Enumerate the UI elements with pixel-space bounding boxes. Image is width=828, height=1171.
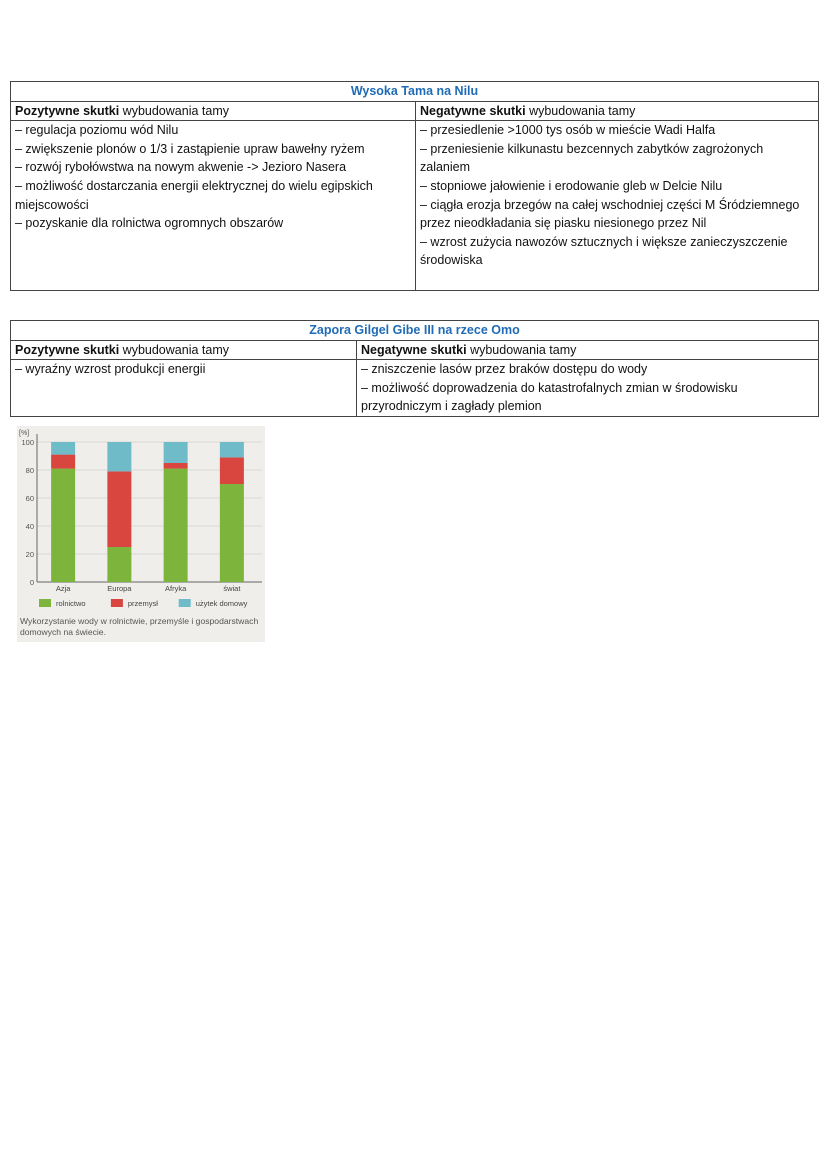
bar-użytek-domowy: [51, 442, 76, 455]
y-axis-label: [%]: [19, 430, 29, 437]
bar-rolnictwo: [219, 484, 244, 582]
negative-header: Negatywne skutki wybudowania tamy: [356, 339, 819, 361]
header-bold: Negatywne skutki: [361, 342, 467, 357]
y-tick-label: 80: [26, 466, 34, 475]
aswan-dam-table: Wysoka Tama na Nilu Pozytywne skutki wyb…: [10, 81, 819, 292]
bar-użytek-domowy: [219, 442, 244, 458]
header-bold: Pozytywne skutki: [15, 342, 120, 357]
bar-przemysł: [163, 463, 188, 469]
bar-rolnictwo: [163, 468, 188, 582]
bar-przemysł: [107, 471, 132, 547]
y-tick-label: 20: [26, 550, 34, 559]
table-title: Wysoka Tama na Nilu: [10, 81, 819, 102]
y-tick-label: 100: [21, 438, 34, 447]
x-tick-label: Azja: [56, 584, 71, 593]
legend-label: przemysł: [128, 599, 158, 608]
legend-label: rolnictwo: [56, 599, 86, 608]
positive-list: – wyraźny wzrost produkcji energii: [10, 359, 357, 418]
legend-swatch: [39, 599, 51, 607]
list-item: – stopniowe jałowienie i erodowanie gleb…: [420, 178, 723, 193]
list-item: – wzrost zużycia nawozów sztucznych i wi…: [420, 234, 788, 268]
negative-list: – zniszczenie lasów przez braków dostępu…: [356, 359, 819, 418]
x-tick-label: świat: [223, 584, 241, 593]
header-rest: wybudowania tamy: [466, 342, 577, 357]
header-rest: wybudowania tamy: [119, 103, 229, 118]
list-item: – regulacja poziomu wód Nilu: [15, 123, 179, 138]
bar-użytek-domowy: [107, 442, 132, 472]
chart-caption: Wykorzystanie wody w rolnictwie, przemyś…: [20, 616, 259, 637]
table-title: Zapora Gilgel Gibe III na rzece Omo: [10, 320, 819, 341]
water-usage-chart: [%] 0 20 40 60 80 100 Azja Europa Afryka świat roln…: [17, 426, 265, 642]
list-item: – wyraźny wzrost produkcji energii: [15, 362, 206, 377]
list-item: – pozyskanie dla rolnictwa ogromnych obs…: [15, 216, 284, 231]
header-rest: wybudowania tamy: [119, 342, 229, 357]
positive-header: Pozytywne skutki wybudowania tamy: [10, 339, 357, 361]
list-item: – zwiększenie plonów o 1/3 i zastąpienie…: [15, 141, 365, 156]
list-item: – zniszczenie lasów przez braków dostępu…: [361, 362, 648, 377]
y-tick-label: 40: [26, 522, 34, 531]
legend-swatch: [178, 599, 191, 607]
positive-list: – regulacja poziomu wód Nilu – zwiększen…: [10, 120, 416, 292]
legend-label: użytek domowy: [196, 599, 248, 608]
bar-przemysł: [51, 454, 76, 469]
chart-svg: [%] 0 20 40 60 80 100 Azja Europa Afryka świat roln…: [19, 430, 262, 608]
header-bold: Negatywne skutki: [420, 103, 526, 118]
list-item: – ciągła erozja brzegów na całej wschodn…: [420, 197, 800, 231]
legend-swatch: [110, 599, 123, 607]
gilgel-gibe-table: Zapora Gilgel Gibe III na rzece Omo Pozy…: [10, 320, 819, 418]
bar-przemysł: [219, 457, 244, 484]
list-item: – przesiedlenie >1000 tys osób w mieście…: [420, 123, 716, 138]
list-item: – rozwój rybołówstwa na nowym akwenie ->…: [15, 160, 347, 175]
list-item: – możliwość doprowadzenia do katastrofal…: [361, 380, 738, 414]
bar-rolnictwo: [107, 547, 132, 582]
list-item: – przeniesienie kilkunastu bezcennych za…: [420, 141, 764, 175]
y-tick-label: 60: [26, 494, 34, 503]
header-bold: Pozytywne skutki: [15, 103, 120, 118]
negative-header: Negatywne skutki wybudowania tamy: [415, 100, 819, 122]
y-tick-label: 0: [30, 578, 34, 587]
list-item: – możliwość dostarczania energii elektry…: [15, 178, 373, 212]
x-tick-label: Afryka: [165, 584, 187, 593]
header-rest: wybudowania tamy: [525, 103, 636, 118]
negative-list: – przesiedlenie >1000 tys osób w mieście…: [415, 120, 819, 292]
x-tick-label: Europa: [107, 584, 132, 593]
positive-header: Pozytywne skutki wybudowania tamy: [10, 100, 416, 122]
bar-użytek-domowy: [163, 442, 188, 463]
bar-rolnictwo: [51, 468, 76, 582]
